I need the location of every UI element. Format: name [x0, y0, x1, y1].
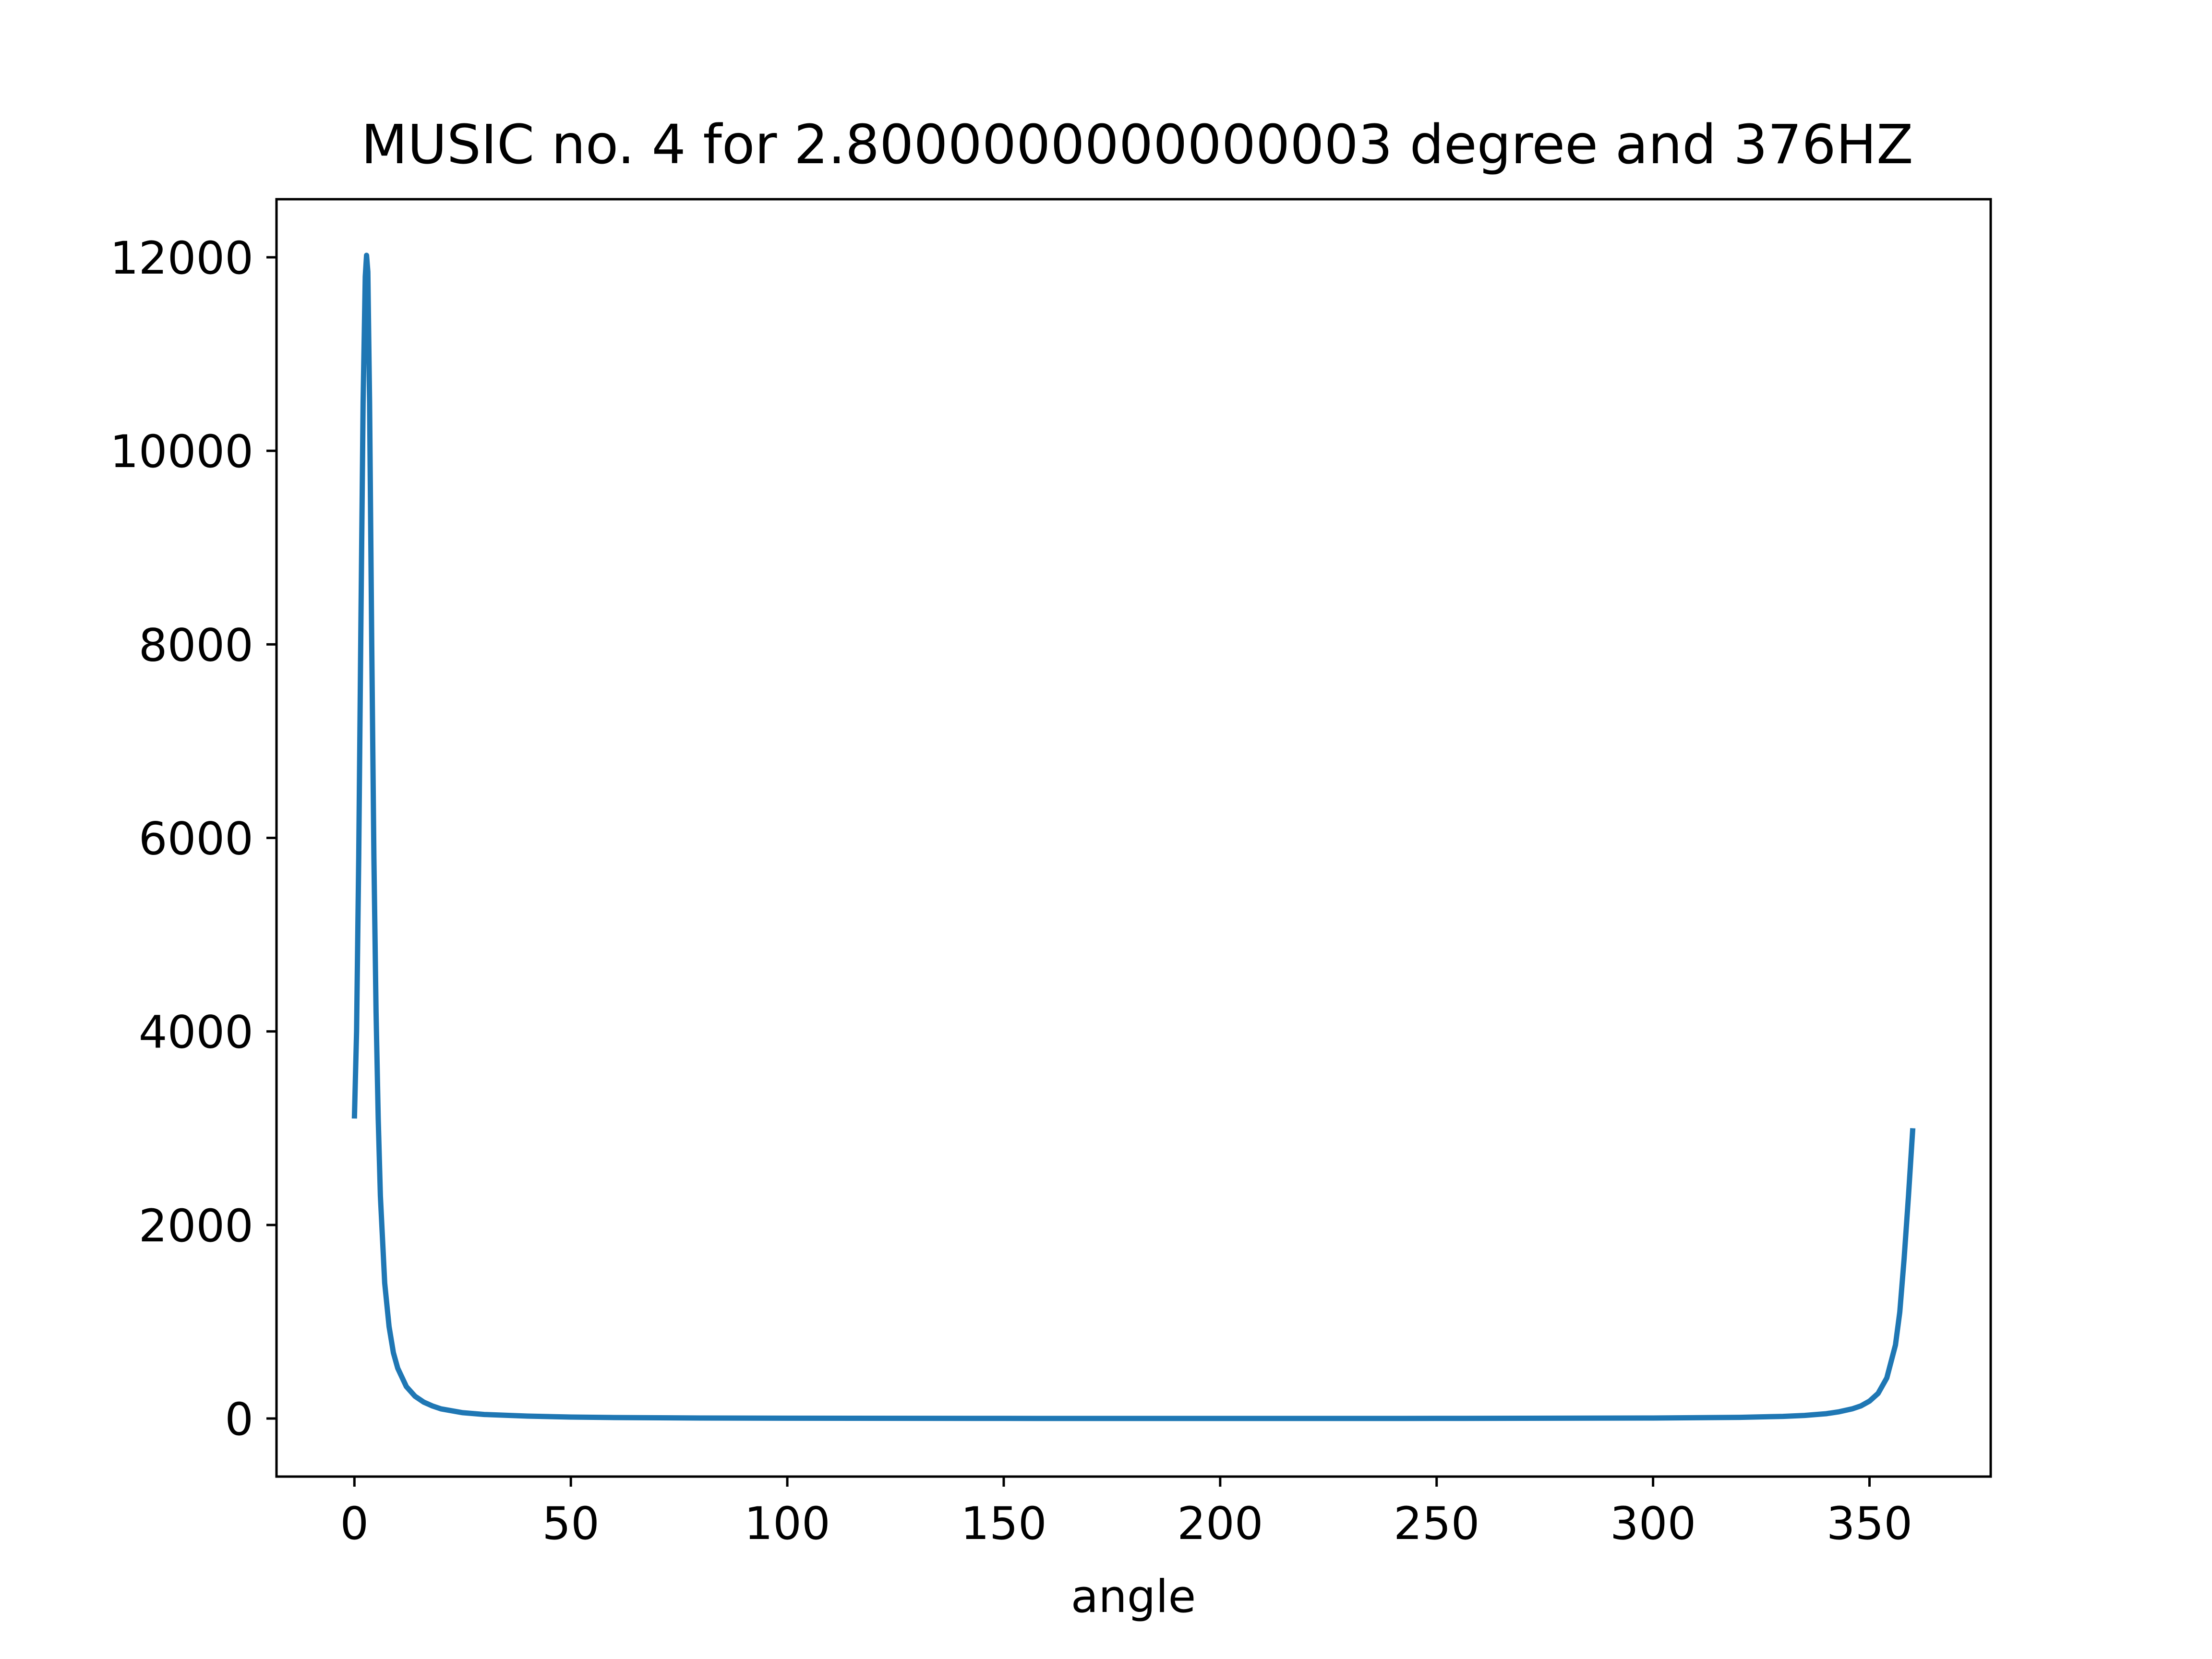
- y-tick-label: 8000: [139, 619, 253, 672]
- x-tick-label: 150: [961, 1498, 1046, 1550]
- x-tick-label: 0: [340, 1498, 369, 1550]
- x-tick-label: 300: [1610, 1498, 1696, 1550]
- y-tick-label: 4000: [139, 1007, 253, 1059]
- x-tick-label: 50: [542, 1498, 600, 1550]
- y-tick-label: 12000: [110, 232, 253, 285]
- x-tick-label: 200: [1177, 1498, 1263, 1550]
- y-tick-label: 6000: [139, 813, 253, 866]
- y-tick-label: 2000: [139, 1200, 253, 1252]
- x-tick-label: 250: [1394, 1498, 1479, 1550]
- plot-background: [276, 199, 1991, 1477]
- x-axis-ticks: 0 50 100 150 200 250 300 350: [340, 1477, 1912, 1550]
- x-tick-label: 350: [1827, 1498, 1912, 1550]
- x-axis-label: angle: [1071, 1571, 1196, 1623]
- y-tick-label: 10000: [110, 426, 253, 478]
- x-tick-label: 100: [744, 1498, 830, 1550]
- y-tick-label: 0: [225, 1394, 253, 1446]
- y-axis-ticks: 0 2000 4000 6000 8000 10000 12000: [110, 232, 276, 1446]
- plot-area: [276, 199, 1991, 1477]
- chart-title: MUSIC no. 4 for 2.8000000000000003 degre…: [361, 114, 1913, 176]
- series-line: [351, 252, 1916, 1421]
